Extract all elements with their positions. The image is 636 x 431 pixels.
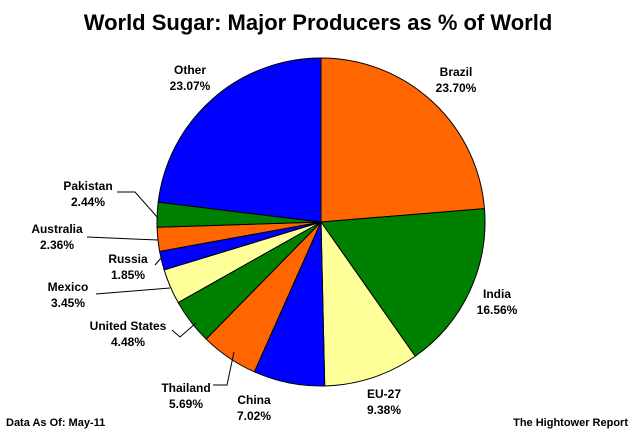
- footer-data-date: Data As Of: May-11: [6, 417, 105, 429]
- pie-leader-lines: [86, 191, 235, 386]
- footer-source: The Hightower Report: [513, 417, 628, 429]
- leader-line-pakistan: [117, 191, 159, 219]
- slice-value-india: 16.56%: [477, 303, 518, 317]
- slice-value-russia: 1.85%: [111, 268, 145, 282]
- slice-label-thailand: Thailand: [161, 381, 210, 395]
- leader-line-thailand: [213, 351, 235, 386]
- chart-title: World Sugar: Major Producers as % of Wor…: [84, 10, 553, 35]
- slice-value-pakistan: 2.44%: [71, 195, 105, 209]
- pie-labels: Brazil 23.70% India 16.56% EU-27 9.38% China 7.…: [31, 63, 517, 423]
- slice-value-thailand: 5.69%: [169, 397, 203, 411]
- leader-line-united-states: [171, 322, 197, 338]
- slice-value-united-states: 4.48%: [111, 335, 145, 349]
- slice-label-russia: Russia: [108, 252, 148, 266]
- slice-label-brazil: Brazil: [440, 65, 473, 79]
- pie-slice-other: [157, 57, 322, 223]
- pie-slice-india: [320, 208, 486, 357]
- slice-label-pakistan: Pakistan: [63, 179, 112, 193]
- slice-label-mexico: Mexico: [48, 280, 89, 294]
- slice-label-india: India: [483, 287, 511, 301]
- slice-value-china: 7.02%: [237, 409, 271, 423]
- leader-line-australia: [86, 236, 159, 241]
- slice-value-brazil: 23.70%: [436, 81, 477, 95]
- leader-line-russia: [154, 256, 163, 266]
- pie-slices: [156, 57, 486, 387]
- slice-value-other: 23.07%: [170, 79, 211, 93]
- slice-label-australia: Australia: [31, 222, 83, 236]
- slice-label-other: Other: [174, 63, 206, 77]
- slice-value-eu-27: 9.38%: [367, 403, 401, 417]
- slice-label-china: China: [237, 393, 271, 407]
- slice-value-mexico: 3.45%: [51, 296, 85, 310]
- slice-value-australia: 2.36%: [40, 238, 74, 252]
- pie-slice-eu-27: [320, 220, 416, 387]
- slice-label-eu-27: EU-27: [367, 387, 401, 401]
- slice-label-united-states: United States: [90, 319, 167, 333]
- pie-slice-brazil: [320, 57, 485, 223]
- leader-line-mexico: [95, 287, 171, 295]
